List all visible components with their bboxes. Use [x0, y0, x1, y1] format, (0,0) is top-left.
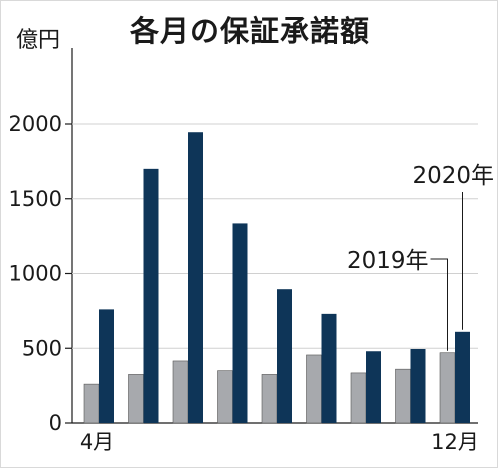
legend-2020-label: 2020年: [412, 163, 494, 189]
bar-2019-11: [395, 368, 411, 424]
bar-2020-8: [277, 289, 292, 423]
bar-2020-10: [366, 351, 381, 423]
bar-2019-7: [217, 370, 233, 424]
x-tick-label-4: 4月: [80, 430, 114, 454]
bar-2019-5: [128, 374, 144, 424]
legend-2019-leader: [430, 258, 448, 351]
bar-2019-4: [83, 383, 100, 424]
bar-2019-9: [306, 354, 322, 424]
y-tick-label-500: 500: [22, 336, 62, 360]
y-tick-label-1000: 1000: [9, 262, 62, 286]
bar-2019-10: [350, 372, 367, 424]
bar-2020-6: [188, 132, 203, 423]
chart-title: 各月の保証承諾額: [129, 14, 370, 48]
bar-2020-4: [99, 309, 114, 423]
bar-2020-9: [321, 313, 337, 423]
y-tick-label-0: 0: [49, 411, 62, 435]
y-tick-label-2000: 2000: [9, 112, 62, 136]
y-tick-label-1500: 1500: [9, 187, 62, 211]
y-axis-unit: 億円: [16, 28, 61, 53]
legend-2019-label: 2019年: [347, 248, 429, 274]
bar-2019-12: [439, 352, 456, 424]
bar-2020-7: [232, 223, 248, 423]
bar-2020-12: [455, 331, 470, 423]
x-tick-label-12: 12月: [431, 430, 479, 454]
bar-2019-6: [172, 360, 189, 424]
bar-2019-8: [261, 374, 278, 424]
bar-2020-5: [143, 168, 159, 423]
bar-2020-11: [410, 348, 426, 423]
